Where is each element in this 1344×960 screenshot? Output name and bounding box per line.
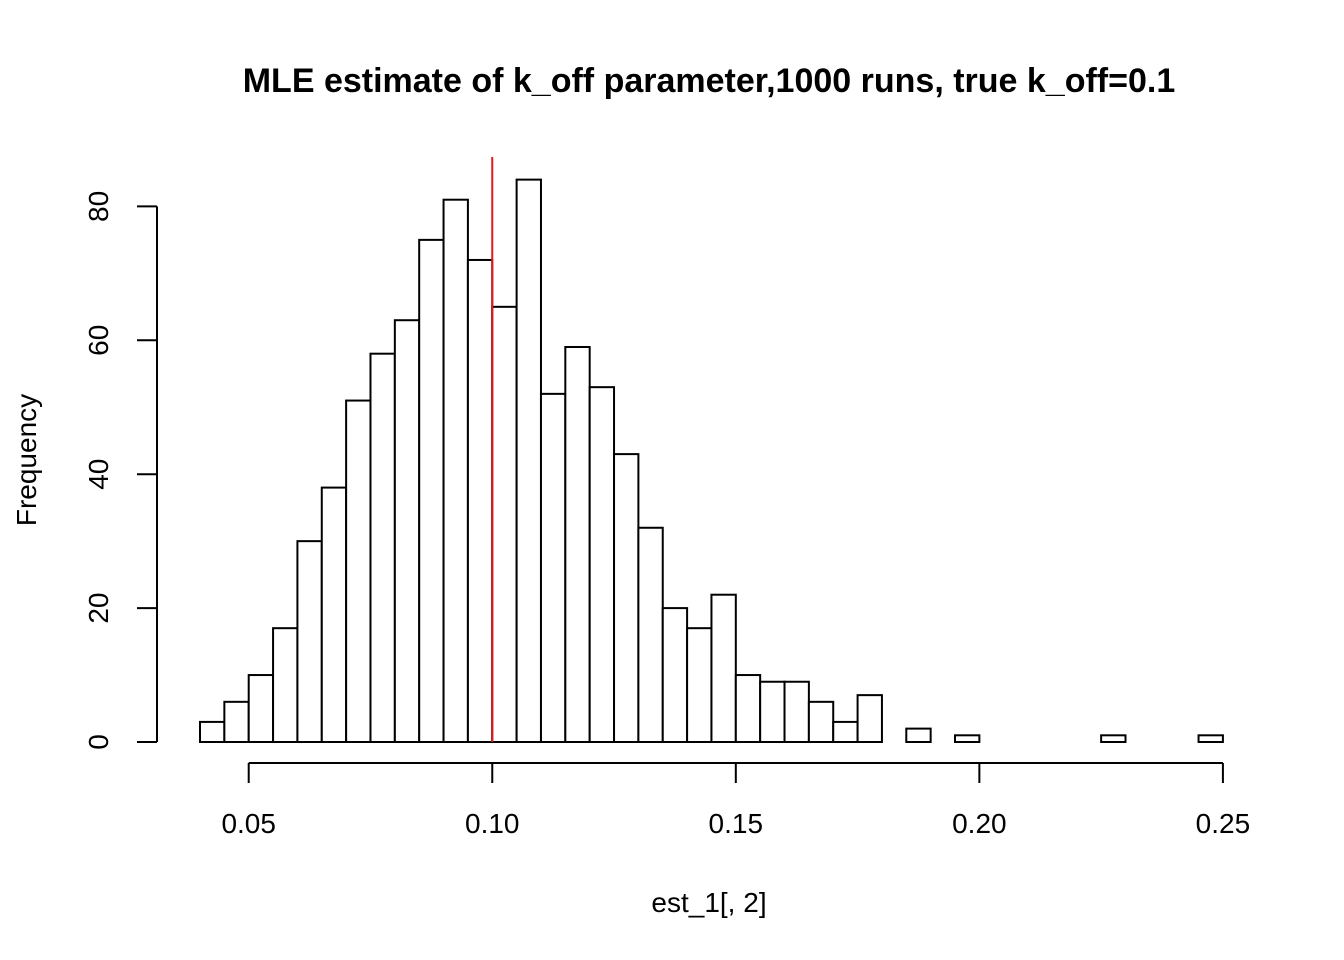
histogram-bar [905, 727, 932, 743]
histogram-bar [807, 700, 835, 744]
histogram-bar [734, 674, 762, 743]
histogram-bar [393, 319, 421, 743]
histogram-bar [954, 734, 981, 743]
histogram-bar [759, 680, 786, 743]
y-axis: 0 20 40 60 80 [83, 191, 158, 750]
histogram-bar [539, 392, 567, 743]
histogram-bar [247, 674, 275, 743]
histogram-bar [637, 526, 664, 744]
x-tick-label: 0.20 [952, 808, 1007, 839]
histogram-bar [1100, 734, 1127, 743]
y-tick-label: 40 [83, 459, 114, 490]
chart-title: MLE estimate of k_off parameter,1000 run… [243, 62, 1176, 100]
histogram-bar [296, 540, 323, 744]
histogram-bar [442, 198, 469, 743]
histogram-bar [223, 700, 250, 744]
histogram-bar [588, 386, 616, 743]
y-axis-label: Frequency [11, 394, 42, 526]
x-axis-label: est_1[, 2] [651, 887, 766, 918]
histogram-bar [272, 627, 299, 743]
x-axis: 0.05 0.10 0.15 0.20 0.25 [221, 762, 1251, 839]
x-tick-label: 0.10 [465, 808, 520, 839]
y-tick-label: 60 [83, 325, 114, 356]
histogram-bar [661, 607, 689, 743]
histogram-bar [686, 627, 713, 743]
histogram-bar [710, 593, 737, 744]
x-tick-label: 0.15 [709, 808, 764, 839]
histogram-bar [783, 680, 810, 743]
histogram-bar [1197, 734, 1224, 743]
histogram-bar [515, 178, 542, 743]
histogram-bar [418, 238, 445, 743]
y-tick-label: 80 [83, 191, 114, 222]
histogram-bar [856, 694, 883, 744]
histogram-bars [199, 178, 1224, 744]
x-tick-label: 0.05 [221, 808, 276, 839]
histogram-bar [199, 720, 226, 743]
histogram-bar [320, 486, 348, 743]
y-tick-label: 0 [83, 734, 114, 750]
histogram-bar [369, 352, 396, 743]
y-tick-label: 20 [83, 593, 114, 624]
histogram-bar [564, 345, 591, 743]
x-tick-label: 0.25 [1196, 808, 1251, 839]
histogram-bar [466, 258, 494, 743]
histogram-bar [613, 453, 640, 743]
histogram-bar [345, 399, 372, 743]
histogram-bar [832, 720, 859, 743]
histogram-bar [491, 305, 518, 743]
